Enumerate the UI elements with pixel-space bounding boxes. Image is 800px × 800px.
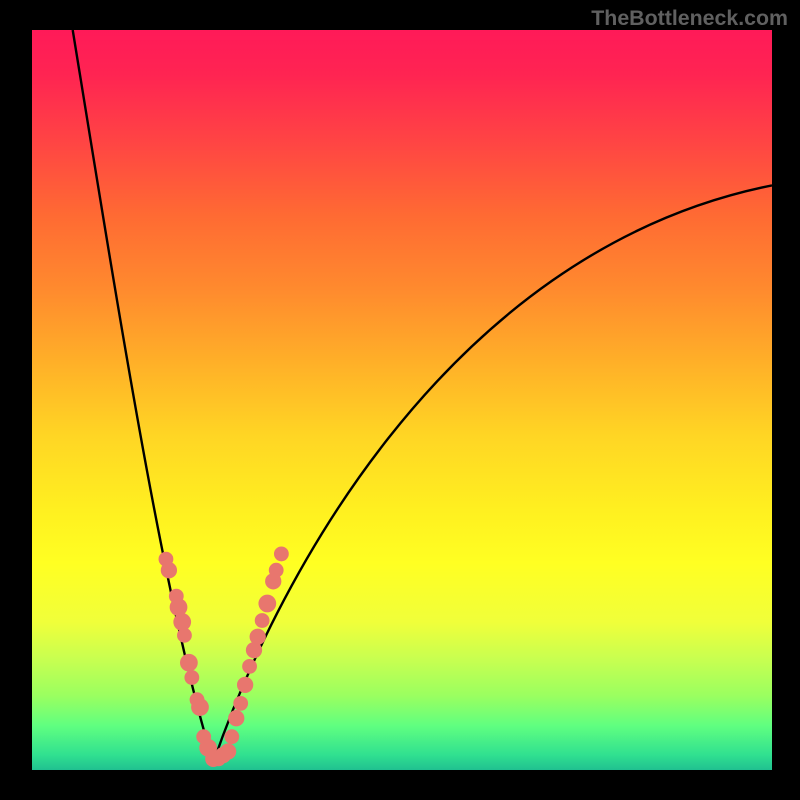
data-marker <box>242 659 257 674</box>
data-marker <box>177 628 192 643</box>
data-marker <box>274 547 289 562</box>
data-marker <box>170 598 188 616</box>
chart-svg <box>0 0 800 800</box>
data-marker <box>161 562 177 578</box>
data-marker <box>220 743 236 759</box>
figure-root: TheBottleneck.com <box>0 0 800 800</box>
data-marker <box>258 595 276 613</box>
data-marker <box>191 698 209 716</box>
data-marker <box>184 670 199 685</box>
plot-background-gradient <box>32 30 772 770</box>
watermark-label: TheBottleneck.com <box>591 6 788 31</box>
data-marker <box>224 729 239 744</box>
data-marker <box>255 613 270 628</box>
data-marker <box>233 696 248 711</box>
data-marker <box>228 710 244 726</box>
data-marker <box>180 654 198 672</box>
data-marker <box>269 563 284 578</box>
data-marker <box>250 629 266 645</box>
data-marker <box>173 613 191 631</box>
data-marker <box>237 677 253 693</box>
